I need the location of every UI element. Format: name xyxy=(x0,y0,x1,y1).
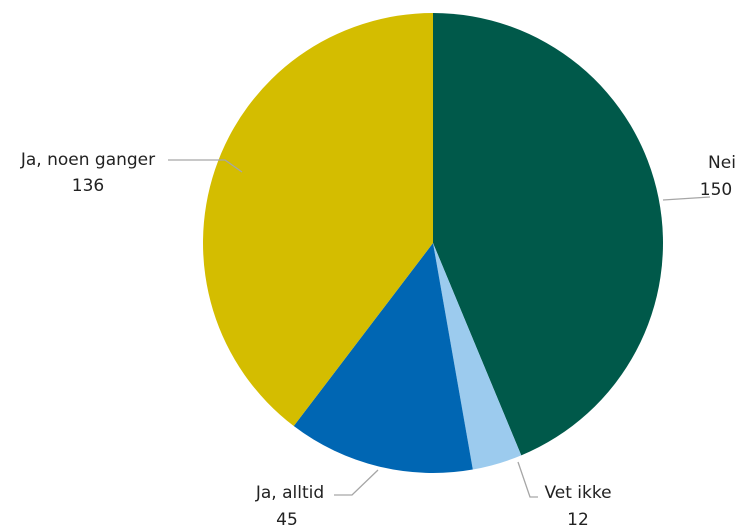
slice-value: 45 xyxy=(276,510,298,530)
slice-label: Vet ikke xyxy=(544,483,611,503)
slice-value: 150 xyxy=(700,180,732,200)
leader-line xyxy=(662,196,711,201)
slice-label: Ja, noen ganger xyxy=(20,150,155,170)
slice-label: Ja, alltid xyxy=(255,483,324,503)
leader-line xyxy=(517,461,538,498)
pie-slice xyxy=(433,13,663,456)
slice-label: Nei xyxy=(708,153,736,173)
pie-slice xyxy=(293,243,473,473)
leader-line xyxy=(168,159,243,173)
leader-line xyxy=(334,469,379,496)
slice-value: 12 xyxy=(567,510,589,530)
slice-value: 136 xyxy=(72,176,104,196)
pie-slice xyxy=(433,243,522,470)
pie-slice xyxy=(203,13,433,427)
